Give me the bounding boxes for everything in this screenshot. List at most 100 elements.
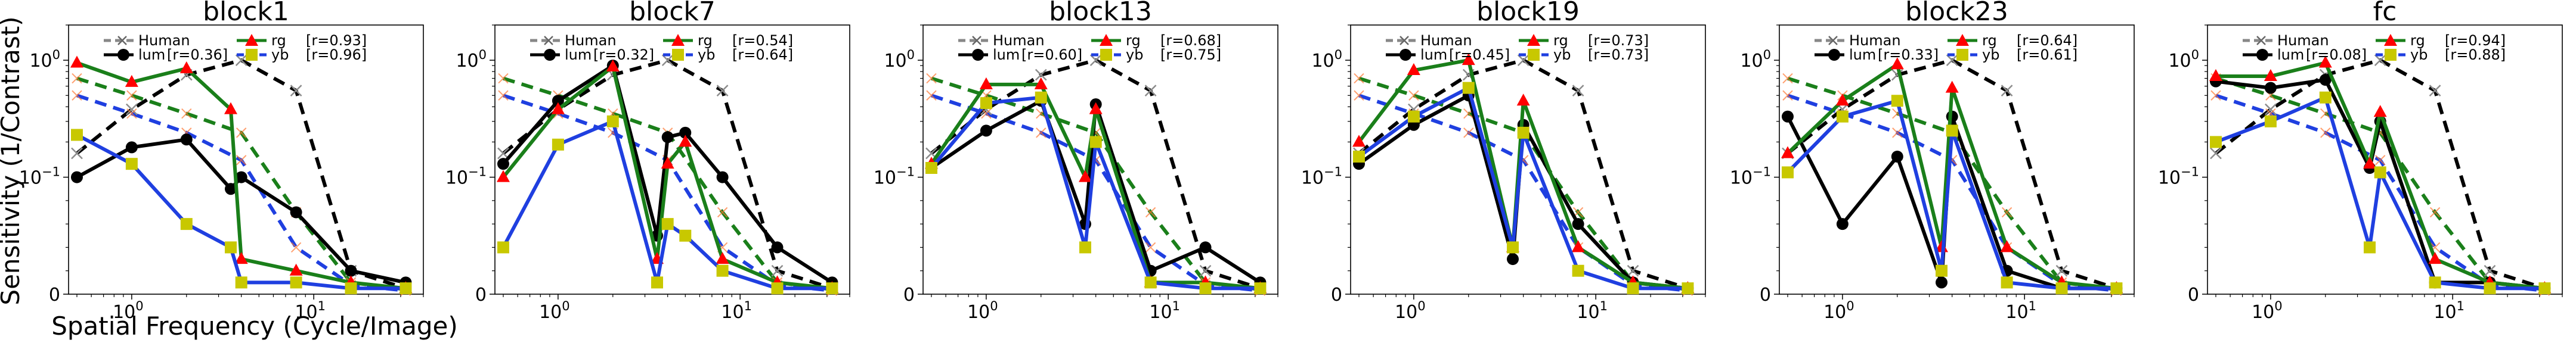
human-chromatic-point <box>1354 90 1364 101</box>
y-tick-label: 10−1 <box>1301 165 1342 189</box>
legend-rg-name: rg <box>1553 32 1568 49</box>
human-chromatic-point <box>126 90 137 101</box>
human-point <box>235 54 247 67</box>
legend-human-label: Human <box>993 32 1045 49</box>
legend-lum-name: lum <box>565 46 592 63</box>
legend-rg-marker <box>671 34 685 46</box>
yb-point <box>1682 282 1694 295</box>
y-tick-label: 0 <box>475 285 487 305</box>
human-point <box>1089 54 1102 67</box>
x-tick-label: 101 <box>1149 299 1180 323</box>
rg-line <box>1786 63 2117 291</box>
x-tick-label: 101 <box>1577 299 1608 323</box>
rg-point <box>1078 170 1092 182</box>
legend-yb-r: [r=0.88] <box>2445 46 2506 63</box>
rg-point <box>1945 80 1959 93</box>
y-tick-label: 100 <box>1740 48 1771 71</box>
yb-point <box>2484 282 2496 295</box>
legend-lum-marker <box>544 49 556 61</box>
x-tick-label: 100 <box>113 299 144 323</box>
legend-human-label: Human <box>1849 32 1901 49</box>
human-chromatic-point <box>2320 127 2331 138</box>
rg-point <box>234 252 248 264</box>
rg-point <box>289 263 303 276</box>
lum-point <box>180 133 193 146</box>
legend-yb-r: [r=0.75] <box>1160 46 1221 63</box>
legend-rg-r: [r=0.94] <box>2445 32 2506 49</box>
lum-point <box>497 158 509 170</box>
human-chromatic-point <box>236 127 247 138</box>
legend-rg-marker <box>1527 34 1540 46</box>
rg-point <box>1890 57 1904 70</box>
lum-line <box>930 99 1262 284</box>
legend-lum-r: [r=0.45] <box>1449 46 1510 63</box>
human-chromatic-point <box>2001 207 2012 218</box>
rg-point <box>2363 157 2376 169</box>
plot-frame <box>1350 24 1706 295</box>
yb-line <box>930 95 1261 291</box>
rg-point <box>179 61 193 73</box>
lum-point <box>2264 82 2277 94</box>
legend-yb-name: yb <box>698 46 715 63</box>
rg-point <box>2000 240 2014 252</box>
yb-point <box>1144 276 1157 289</box>
yb-point <box>1891 95 1903 107</box>
yb-point <box>1627 282 1639 295</box>
yb-point <box>2209 136 2222 148</box>
rg-point <box>1352 135 1366 147</box>
x-tick-label: 100 <box>539 299 570 323</box>
rg-point <box>1516 93 1530 106</box>
human-chromatic-point <box>926 90 937 101</box>
human-chromatic-point <box>1354 73 1364 84</box>
yb-point <box>2055 282 2068 295</box>
yb-point <box>606 115 619 127</box>
human-point <box>716 85 729 97</box>
plot-frame <box>2207 24 2563 295</box>
human-point <box>497 147 509 160</box>
human-chromatic-point <box>498 73 509 84</box>
yb-point <box>1407 110 1420 123</box>
lum-point <box>771 241 784 254</box>
rg-point <box>70 55 83 68</box>
y-tick-label: 10−1 <box>874 165 915 189</box>
legend-yb-r: [r=0.96] <box>306 46 367 63</box>
human-point <box>1627 264 1639 277</box>
yb-point <box>2429 276 2441 289</box>
human-chromatic-point <box>2429 207 2441 218</box>
legend-rg-name: rg <box>698 32 713 49</box>
y-tick-label: 0 <box>1760 285 1771 305</box>
panel-title: block13 <box>1049 0 1152 27</box>
yb-point <box>716 264 729 277</box>
yb-point <box>1935 264 1948 277</box>
x-tick-label: 100 <box>1395 299 1426 323</box>
lum-point <box>1199 241 1212 254</box>
human-chromatic-point <box>717 207 728 218</box>
yb-point <box>1035 91 1047 104</box>
legend-yb-name: yb <box>271 46 289 63</box>
human-rg-curve <box>503 76 832 292</box>
human-chromatic-point <box>236 155 247 166</box>
lum-point <box>1891 150 1903 163</box>
lum-point <box>2319 74 2332 86</box>
rg-point <box>2318 55 2332 68</box>
lum-point <box>679 126 692 139</box>
lum-point <box>345 264 357 277</box>
yb-line <box>2215 95 2545 291</box>
plot-frame <box>494 24 850 295</box>
rg-point <box>2373 105 2387 117</box>
legend-yb-r: [r=0.64] <box>732 46 793 63</box>
human-point <box>1144 85 1157 97</box>
yb-point <box>2110 282 2123 295</box>
y-axis-label: Sensitivity (1/Contrast) <box>0 16 25 305</box>
lum-point <box>1836 218 1849 230</box>
human-point <box>1199 264 1212 277</box>
human-point <box>2055 264 2068 277</box>
human-chromatic-point <box>981 108 992 119</box>
legend-rg-r: [r=0.68] <box>1160 32 1221 49</box>
human-point <box>2374 54 2386 67</box>
